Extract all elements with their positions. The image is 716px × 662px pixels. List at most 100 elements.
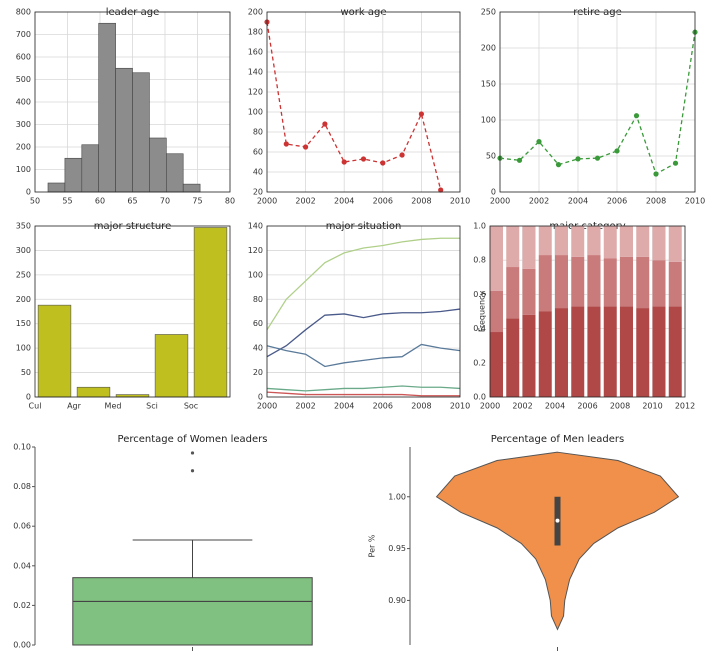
bar [76,386,111,398]
x-tick-label: 2004 [568,197,588,206]
line [266,385,461,392]
y-tick-label: 120 [248,88,263,97]
marker [360,156,367,162]
y-tick-label: 100 [481,116,496,125]
y-tick-label: 140 [248,68,263,77]
marker [283,141,289,147]
x-tick-label: 2002 [529,197,549,206]
y-tick-label: 400 [16,98,31,107]
y-tick-label: 0.06 [13,522,31,531]
y-tick-label: 250 [16,270,31,279]
line [266,391,460,397]
y-tick-label: 1.0 [473,222,486,231]
bar-segment [636,308,650,397]
bar-segment [490,290,503,333]
y-tick-label: 60 [253,319,263,328]
bar-segment [652,260,666,307]
y-tick-label: 200 [481,44,496,53]
marker [594,155,601,161]
bar-segment [490,226,503,291]
bar-segment [636,256,650,309]
marker [672,160,679,166]
bar-segment [620,306,633,397]
chart-title: retire age [573,7,622,18]
y-tick-label: 80 [253,295,263,304]
y-tick-label: 0.04 [13,561,31,570]
y-tick-label: 0 [26,393,31,402]
x-tick-label: 2008 [411,402,431,411]
bar [193,227,228,398]
y-tick-label: 20 [253,188,263,197]
y-tick-label: 0.8 [473,256,486,265]
bar-segment [490,332,503,397]
marker [322,121,328,127]
x-tick-label: 2000 [257,197,277,206]
y-tick-label: 300 [16,246,31,255]
x-tick-label: 2010 [450,197,470,206]
marker [438,187,444,193]
y-tick-label: 0.2 [473,358,486,367]
bar-segment [587,306,601,397]
bar [37,304,72,398]
marker [614,148,620,154]
x-tick-label: 2000 [480,402,500,411]
axes-frame [266,225,461,398]
bar-segment [522,268,536,315]
marker [516,157,523,163]
histogram-bar [182,183,201,193]
x-tick-label: 50 [30,197,40,206]
y-tick-label: 100 [16,165,31,174]
bar [154,334,189,398]
axes-frame [499,11,696,193]
x-tick-label: 2006 [577,402,597,411]
bar-segment [506,267,520,319]
axes-frame [266,11,461,193]
y-tick-label: 0.02 [13,601,31,610]
violin-median [555,518,560,523]
outlier [190,451,195,455]
x-tick-label: 55 [62,197,72,206]
marker [536,139,542,145]
bar-segment [538,311,552,397]
axes-frame [34,11,231,193]
y-tick-label: 0.90 [388,596,406,605]
y-tick-label: 40 [253,344,263,353]
bar-segment [587,226,601,256]
histogram-bar [81,144,100,193]
y-tick-label: 50 [486,152,496,161]
y-tick-label: 250 [481,8,496,17]
x-tick-label: 2000 [257,402,277,411]
y-tick-label: 500 [16,75,31,84]
marker [341,159,347,165]
y-tick-label: 0 [491,188,496,197]
marker [418,111,424,117]
x-tick-label: 2010 [685,197,705,206]
bar-segment [652,226,666,261]
chart-title: Percentage of Men leaders [491,434,624,445]
bar-segment [522,226,536,269]
y-tick-label: 200 [248,8,263,17]
bar-segment [668,226,682,262]
bar-segment [620,256,633,307]
y-tick-label: 0.4 [473,324,486,333]
x-tick-label: 2002 [295,197,315,206]
bar-segment [538,226,552,256]
x-tick-label: Cul [29,402,42,411]
x-tick-label: 70 [160,197,170,206]
y-tick-label: 0.08 [13,482,31,491]
y-tick-label: 50 [21,368,31,377]
bar-segment [555,255,568,309]
y-tick-label: 350 [16,222,31,231]
line [266,21,442,191]
x-tick-label: Sci [146,402,158,411]
y-tick-label: 200 [16,295,31,304]
x-tick-label: Agr [67,402,82,411]
x-tick-label: 2012 [675,402,695,411]
bar-segment [555,308,568,397]
y-tick-label: 800 [16,8,31,17]
bar-segment [571,306,585,397]
x-tick-label: 2010 [642,402,662,411]
bar-segment [522,314,536,397]
marker [380,160,386,166]
x-tick-label: Soc [184,402,198,411]
